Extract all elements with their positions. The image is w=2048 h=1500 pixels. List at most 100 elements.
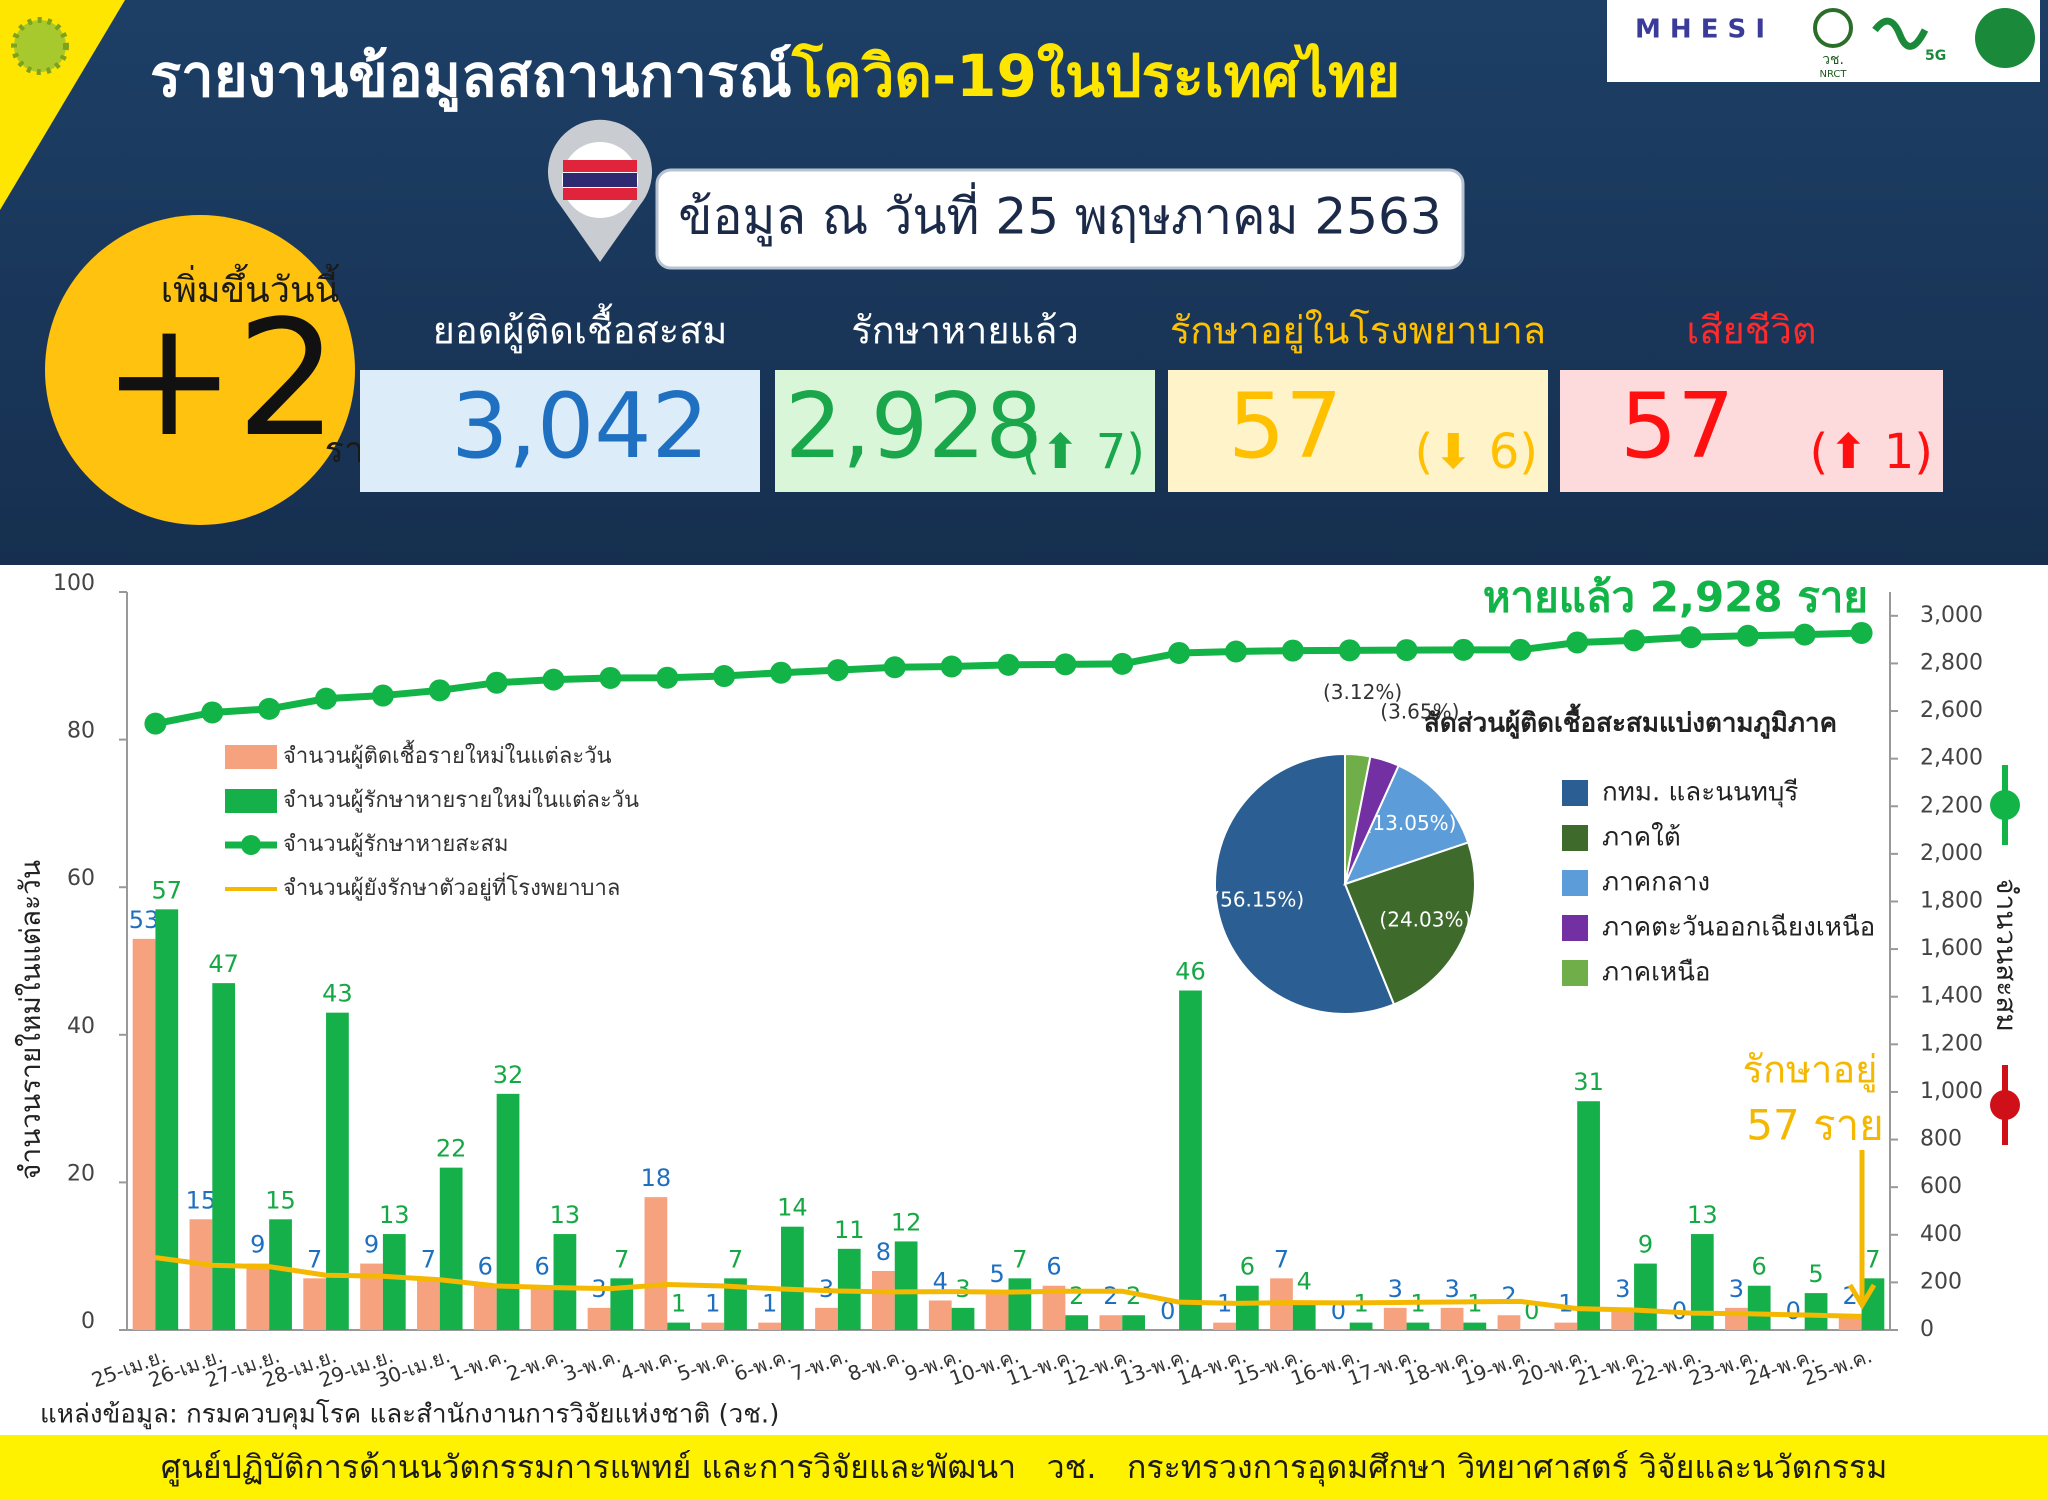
- marker: [428, 679, 451, 702]
- value-label: 6: [1046, 1253, 1061, 1281]
- card-value: 57: [1620, 374, 1735, 479]
- value-label: 1: [1558, 1290, 1573, 1318]
- flag: [563, 173, 637, 187]
- value-label: 8: [876, 1238, 891, 1266]
- bar: [132, 938, 156, 1330]
- y2-tick-label: 400: [1920, 1222, 1962, 1247]
- marker: [1566, 631, 1589, 654]
- value-label: 3: [1388, 1275, 1403, 1303]
- value-label: 7: [307, 1245, 322, 1273]
- marker: [770, 661, 793, 684]
- value-label: 9: [364, 1231, 379, 1259]
- bar: [326, 1012, 349, 1330]
- date: ข้อมูล ณ วันที่ 25 พฤษภาคม 2563: [678, 183, 1441, 247]
- bar: [667, 1322, 691, 1330]
- bar: [758, 1322, 782, 1330]
- bar: [1065, 1315, 1089, 1330]
- card-change: (⬆ 1): [1810, 424, 1933, 480]
- value-label: 53: [129, 906, 160, 934]
- value-label: 2: [1126, 1282, 1141, 1310]
- pie-legend-swatch: [1562, 825, 1588, 851]
- y2-tick-label: 3,000: [1920, 603, 1983, 628]
- card-value: 2,928: [785, 374, 1043, 479]
- value-label: 3: [955, 1275, 970, 1303]
- bar: [951, 1307, 975, 1330]
- flag: [563, 188, 637, 200]
- marker: [656, 666, 679, 689]
- pie-legend-swatch: [1562, 960, 1588, 986]
- bar: [1235, 1285, 1259, 1330]
- footer: ศูนย์ปฏิบัติการด้านนวัตกรรมการแพทย์ และก…: [161, 1448, 1888, 1487]
- logo: 5G: [1925, 48, 1946, 64]
- pie-legend-label: ภาคเหนือ: [1602, 958, 1711, 988]
- card-bg: [1168, 370, 1548, 492]
- legend-label: จำนวนผู้ติดเชื้อรายใหม่ในแต่ละวัน: [283, 740, 612, 769]
- card-change: (⬆ 7): [1022, 424, 1145, 480]
- marker: [940, 655, 963, 678]
- cards: ยอดผู้ติดเชื้อสะสม 3,042 รักษาหายแล้ว 2,928…: [360, 303, 1943, 492]
- card-bg: [775, 370, 1155, 492]
- marker: [1850, 621, 1873, 644]
- pie-slice: [1213, 752, 1396, 1015]
- pie-title: สัดส่วนผู้ติดเชื้อสะสมแบ่งตามภูมิภาค: [1424, 703, 1837, 740]
- bar: [473, 1285, 497, 1330]
- title: รายงานข้อมูลสถานการณ์โควิด-19ในประเทศไทย: [150, 41, 1400, 112]
- marker: [1111, 652, 1134, 675]
- marker: [1054, 653, 1077, 676]
- bar: [1554, 1322, 1578, 1330]
- marker: [1452, 638, 1475, 661]
- y2-tick-label: 1,600: [1920, 936, 1983, 961]
- bar: [1497, 1315, 1521, 1330]
- y-tick-label: 60: [67, 866, 95, 891]
- value-label: 13: [550, 1201, 581, 1229]
- logo: NRCT: [1819, 69, 1847, 80]
- pie-legend-label: ภาคใต้: [1602, 823, 1681, 853]
- line: [155, 1255, 1862, 1319]
- y2-tick-label: 1,800: [1920, 888, 1983, 913]
- marker: [371, 684, 394, 707]
- bar: [872, 1270, 895, 1330]
- bar: [724, 1278, 747, 1330]
- bar: [269, 1219, 292, 1330]
- y2-tick-label: 1,000: [1920, 1079, 1983, 1104]
- bar: [1440, 1307, 1464, 1330]
- marker: [1793, 623, 1816, 646]
- bar: [815, 1307, 838, 1330]
- flag: [563, 160, 637, 172]
- marker: [315, 687, 338, 710]
- value-label: 43: [322, 980, 353, 1008]
- bar: [1804, 1293, 1828, 1330]
- value-label: 4: [1297, 1267, 1312, 1295]
- bar: [1349, 1322, 1373, 1330]
- bar: [928, 1300, 952, 1330]
- pie-legend-label: กทม. และนนทบุรี: [1602, 778, 1798, 808]
- legend-label: จำนวนผู้รักษาหายสะสม: [283, 832, 508, 857]
- bar: [382, 1234, 406, 1330]
- marker: [713, 665, 736, 688]
- marker: [201, 701, 224, 724]
- y2-tick-label: 1,400: [1920, 984, 1983, 1009]
- value-label: 11: [834, 1216, 865, 1244]
- bar: [610, 1278, 634, 1330]
- value-label: 12: [891, 1208, 922, 1236]
- y2-axis-title: จำนวนสะสม: [1990, 878, 2023, 1032]
- bar: [1861, 1278, 1885, 1330]
- value-label: 15: [265, 1186, 296, 1214]
- value-label: 3: [1729, 1275, 1744, 1303]
- card-change: (⬇ 6): [1415, 424, 1538, 480]
- bar: [701, 1322, 725, 1330]
- bar: [496, 1093, 520, 1330]
- value-label: 9: [250, 1231, 265, 1259]
- bar: [246, 1263, 270, 1330]
- marker: [1281, 639, 1304, 662]
- bar: [303, 1278, 327, 1330]
- bar: [1611, 1307, 1635, 1330]
- bar: [1008, 1278, 1032, 1330]
- pie-slice: [1343, 841, 1476, 1006]
- value-label: 0: [1160, 1297, 1175, 1325]
- value-label: 5: [989, 1260, 1004, 1288]
- bar: [1634, 1263, 1657, 1330]
- today-value: +2: [102, 285, 338, 472]
- value-label: 18: [641, 1164, 672, 1192]
- value-label: 9: [1638, 1231, 1653, 1259]
